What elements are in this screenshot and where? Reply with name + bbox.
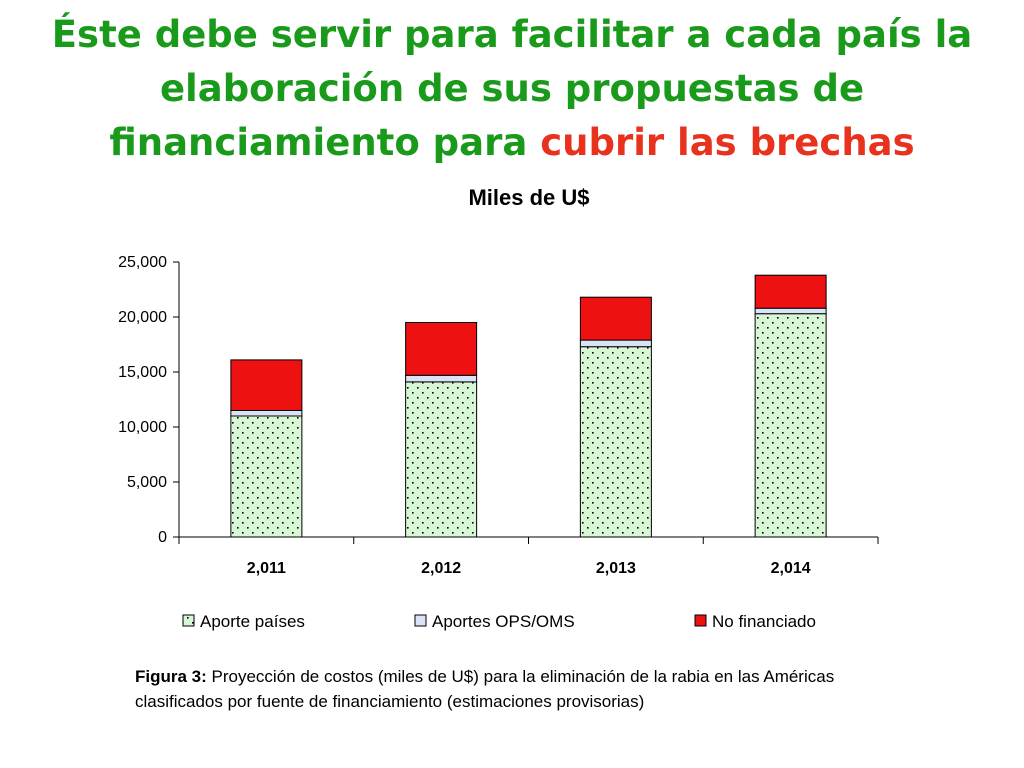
- legend-item-aporte-paises: Aporte países: [182, 612, 305, 631]
- slide-headline: Éste debe servir para facilitar a cada p…: [0, 8, 1024, 170]
- x-axis: 2,011 2,012 2,013 2,014: [178, 536, 879, 577]
- bar-segment-aporte-paises: [230, 415, 303, 538]
- chart-legend: Aporte países Aportes OPS/OMS No financiad…: [182, 612, 816, 631]
- bar-segment-aporte-paises: [579, 346, 652, 538]
- bar-stack: [754, 274, 827, 538]
- y-tick-label: 0: [158, 529, 167, 546]
- bar-stack: [230, 359, 303, 538]
- legend-item-no-financiado: No financiado: [694, 612, 816, 631]
- y-tick-label: 10,000: [118, 419, 167, 436]
- bar-segment-no-financiado: [754, 274, 827, 309]
- headline-text-red: cubrir las brechas: [540, 121, 915, 164]
- legend-swatch: [414, 614, 427, 627]
- bar-stack: [579, 296, 652, 538]
- bar-stack: [405, 322, 478, 538]
- y-tick-label: 25,000: [118, 254, 167, 271]
- caption-label: Figura 3:: [135, 667, 207, 686]
- y-tick-label: 15,000: [118, 364, 167, 381]
- bar-segment-aportes-ops-oms: [579, 339, 652, 348]
- x-category-label: 2,014: [771, 560, 811, 577]
- legend-label: Aporte países: [200, 612, 305, 631]
- bar-segment-aportes-ops-oms: [754, 307, 827, 315]
- bars: [230, 274, 827, 538]
- headline-text-green: Éste debe servir para facilitar a cada p…: [51, 13, 973, 164]
- figure-caption: Figura 3: Proyección de costos (miles de…: [135, 664, 895, 714]
- bar-segment-aporte-paises: [754, 313, 827, 538]
- x-category-label: 2,011: [247, 560, 286, 577]
- chart-title: Miles de U$: [468, 185, 589, 210]
- bar-segment-no-financiado: [405, 322, 478, 376]
- legend-label: No financiado: [712, 612, 816, 631]
- legend-swatch: [182, 614, 195, 627]
- x-category-label: 2,012: [421, 560, 461, 577]
- bar-segment-no-financiado: [230, 359, 303, 411]
- legend-item-aportes-ops-oms: Aportes OPS/OMS: [414, 612, 575, 631]
- bar-segment-aportes-ops-oms: [405, 374, 478, 383]
- legend-label: Aportes OPS/OMS: [432, 612, 575, 631]
- y-axis: 0 5,000 10,000 15,000 20,000 25,000: [118, 254, 180, 546]
- bar-segment-aporte-paises: [405, 381, 478, 538]
- y-tick-label: 5,000: [127, 474, 167, 491]
- bar-segment-no-financiado: [579, 296, 652, 341]
- x-category-label: 2,013: [596, 560, 636, 577]
- y-tick-label: 20,000: [118, 309, 167, 326]
- caption-text: Proyección de costos (miles de U$) para …: [135, 667, 835, 711]
- legend-swatch: [694, 614, 707, 627]
- bar-segment-aportes-ops-oms: [230, 410, 303, 417]
